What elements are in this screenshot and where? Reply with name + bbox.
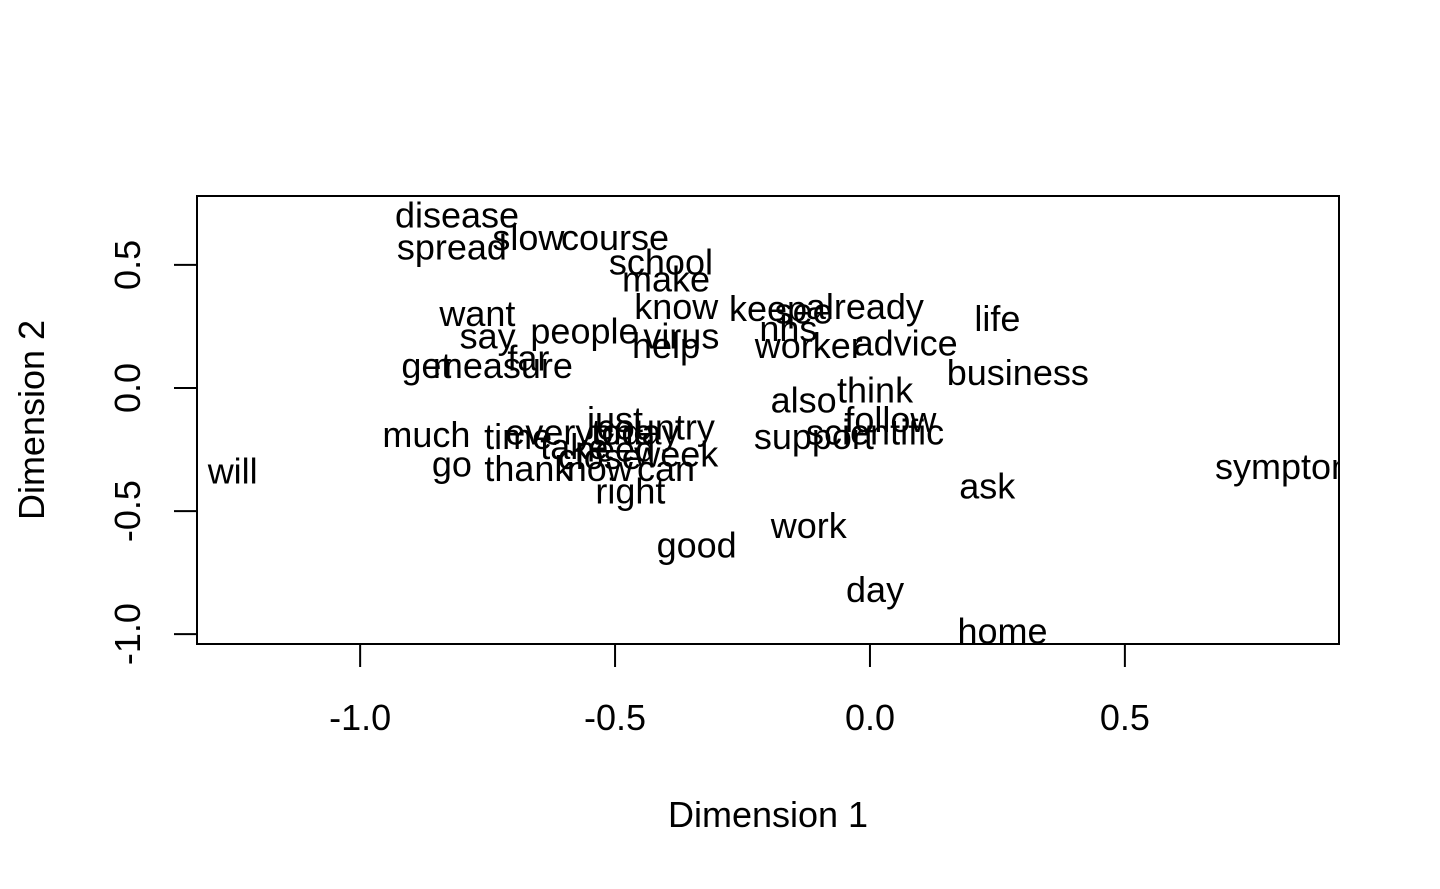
point-label-just: just — [586, 399, 643, 440]
y-tick-label: 0.5 — [107, 240, 148, 290]
point-label-thank: thank — [484, 448, 573, 489]
point-label-want: want — [438, 293, 515, 334]
y-tick-label: -1.0 — [107, 603, 148, 665]
point-label-spread: spread — [397, 227, 507, 268]
point-label-country: country — [597, 406, 715, 447]
point-label-slow: slow — [492, 217, 565, 258]
point-label-see: see — [775, 291, 833, 332]
point-label-work: work — [770, 505, 848, 546]
point-label-much: much — [382, 414, 470, 455]
point-label-home: home — [957, 611, 1047, 652]
point-label-disease: disease — [395, 195, 519, 236]
y-axis: -1.0 -0.5 0.0 0.5 — [107, 240, 198, 665]
point-label-close: close — [558, 436, 642, 477]
point-label-keep: keep — [729, 288, 807, 329]
point-label-get: get — [401, 345, 451, 386]
x-tick-label: -1.0 — [329, 697, 391, 738]
point-label-everyone: everyone — [505, 411, 653, 452]
point-label-far: far — [507, 337, 549, 378]
point-label-support: support — [754, 416, 874, 457]
point-label-people: people — [530, 310, 638, 351]
point-label-measure: measure — [433, 345, 573, 386]
x-tick-label: 0.0 — [845, 697, 895, 738]
point-label-virus: virus — [643, 315, 719, 356]
point-label-think: think — [837, 369, 914, 410]
point-label-scientific: scientific — [806, 411, 944, 452]
point-label-day: day — [846, 569, 904, 610]
point-label-already: already — [806, 286, 924, 327]
point-label-worker: worker — [754, 325, 863, 366]
point-label-make: make — [622, 259, 710, 300]
y-tick-label: 0.0 — [107, 363, 148, 413]
x-tick-label: -0.5 — [584, 697, 646, 738]
y-tick-label: -0.5 — [107, 480, 148, 542]
point-label-life: life — [974, 298, 1020, 339]
point-label-business: business — [947, 352, 1089, 393]
point-label-time: time — [484, 416, 552, 457]
point-label-ask: ask — [959, 465, 1016, 506]
x-axis: -1.0 -0.5 0.0 0.5 — [329, 643, 1150, 738]
point-label-right: right — [595, 470, 665, 511]
point-label-can: can — [637, 448, 695, 489]
point-label-week: week — [633, 433, 719, 474]
point-label-say: say — [460, 315, 516, 356]
point-label-will: will — [207, 451, 258, 492]
point-label-school: school — [609, 241, 713, 282]
point-label-follow: follow — [844, 399, 937, 440]
y-axis-title: Dimension 2 — [11, 320, 52, 520]
x-tick-label: 0.5 — [1100, 697, 1150, 738]
point-label-today: today — [591, 411, 679, 452]
point-label-take: take — [540, 426, 608, 467]
point-label-now: now — [567, 448, 634, 489]
point-label-also: also — [771, 379, 837, 420]
point-label-nhs: nhs — [759, 308, 817, 349]
point-label-know: know — [634, 286, 719, 327]
point-label-need: need — [575, 429, 655, 470]
point-label-help: help — [632, 325, 700, 366]
point-label-go: go — [432, 443, 472, 484]
point-label-advice: advice — [854, 323, 958, 364]
point-label-good: good — [657, 525, 737, 566]
x-axis-title: Dimension 1 — [668, 794, 868, 835]
point-label-symptom: symptom — [1215, 446, 1361, 487]
point-label-course: course — [561, 217, 669, 258]
